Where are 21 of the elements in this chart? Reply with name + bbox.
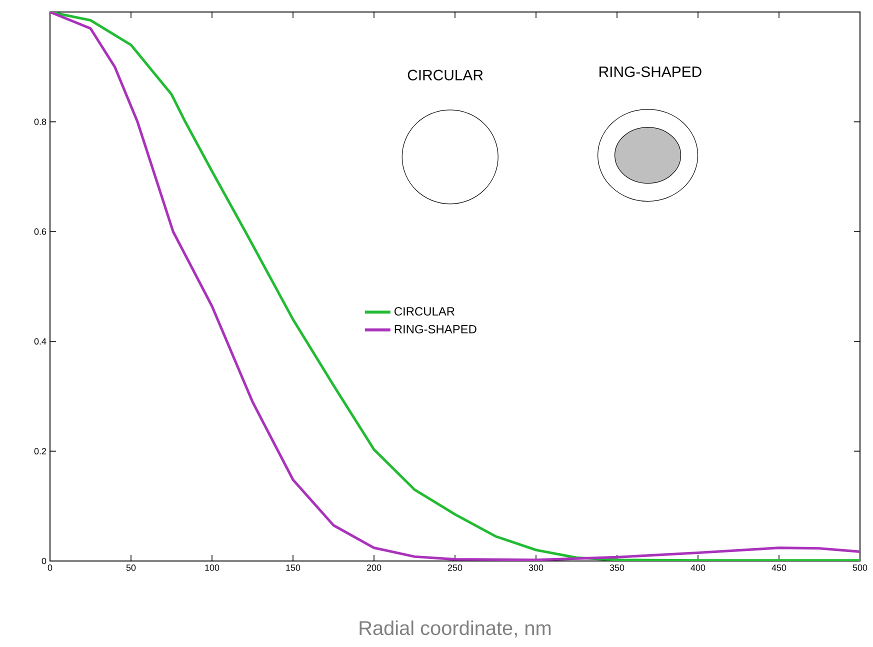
x-tick-label: 50 xyxy=(126,564,136,571)
x-tick-label: 100 xyxy=(205,564,220,571)
y-tick-label: 0.2 xyxy=(34,448,46,454)
x-tick-label: 500 xyxy=(852,564,868,571)
x-tick-label: 150 xyxy=(286,564,300,571)
x-tick-label: 350 xyxy=(610,564,624,571)
x-tick-label: 200 xyxy=(366,564,382,571)
annotation: RING-SHAPED xyxy=(600,66,702,78)
x-axis-title: Radial coordinate, nm xyxy=(360,620,551,638)
x-tick-label: 250 xyxy=(448,564,462,571)
legend-label: CIRCULAR xyxy=(394,307,454,316)
y-tick-label: 0 xyxy=(42,558,46,564)
y-tick-label: 0.8 xyxy=(34,118,46,125)
x-tick-label: 400 xyxy=(690,564,706,571)
x-tick-label: 300 xyxy=(528,564,544,571)
y-tick-label: 0.6 xyxy=(34,228,46,235)
x-tick-label: 0 xyxy=(48,564,52,571)
y-tick-label: 0.4 xyxy=(34,338,46,345)
annotation: CIRCULAR xyxy=(408,70,483,80)
legend-label: RING-SHAPED xyxy=(394,324,476,334)
x-tick-label: 450 xyxy=(772,564,786,571)
